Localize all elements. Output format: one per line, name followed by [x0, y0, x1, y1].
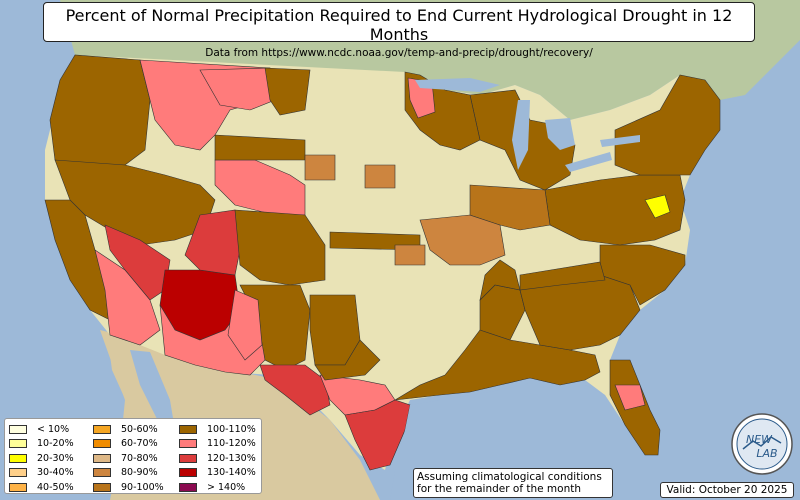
region-appalachia-100-110 [544, 174, 686, 246]
legend-swatch [9, 424, 27, 434]
legend-item: 30-40% [9, 466, 74, 481]
legend-column-2: 50-60% 60-70% 70-80% 80-90% 90-100% [93, 422, 164, 495]
legend-swatch [93, 468, 111, 478]
assumption-note: Assuming climatological conditions for t… [413, 468, 613, 498]
legend-item: 90-100% [93, 480, 164, 495]
lake-huron [545, 118, 575, 150]
legend-column-1: < 10% 10-20% 20-30% 30-40% 40-50% [9, 422, 74, 495]
legend-item: 70-80% [93, 451, 164, 466]
legend-item: 50-60% [93, 422, 164, 437]
legend-label: 10-20% [37, 438, 74, 450]
region-carolinas-100-110 [599, 244, 686, 306]
legend-column-3: 100-110% 110-120% 120-130% 130-140% > 14… [179, 422, 256, 495]
map-title: Percent of Normal Precipitation Required… [65, 6, 733, 44]
lake-ontario [600, 135, 640, 147]
legend-swatch [9, 453, 27, 463]
region-colorado-100-110 [234, 209, 326, 286]
valid-date: Valid: October 20 2025 [660, 482, 794, 498]
logo-text-top: NEW [746, 433, 773, 446]
region-texas-central-100-110 [314, 339, 381, 381]
lake-erie [565, 152, 612, 172]
legend-swatch [179, 453, 197, 463]
lake-michigan [512, 100, 530, 170]
region-maryland-20-30 [644, 194, 671, 219]
legend-swatch [179, 424, 197, 434]
logo-line-icon [742, 436, 782, 450]
legend-item: > 140% [179, 480, 256, 495]
region-nebraska-80-90 [364, 164, 396, 189]
region-gulfcoast-100-110 [394, 329, 601, 401]
legend-label: 20-30% [37, 452, 74, 464]
logo-text-bottom: LAB [756, 447, 777, 460]
lake-superior [415, 78, 500, 92]
legend-swatch [9, 482, 27, 492]
region-montana-110-120 [199, 67, 276, 111]
legend-swatch [179, 468, 197, 478]
map-subtitle: Data from https://www.ncdc.noaa.gov/temp… [205, 47, 593, 59]
region-northeast-100-110 [614, 74, 721, 176]
legend-item: 120-130% [179, 451, 256, 466]
legend-item: 10-20% [9, 437, 74, 452]
legend-label: < 10% [37, 423, 70, 435]
baja-land [108, 340, 160, 440]
legend-item: 130-140% [179, 466, 256, 481]
legend-label: 130-140% [207, 467, 256, 479]
logo-inner-disc [736, 418, 788, 470]
legend-swatch [93, 453, 111, 463]
legend-label: 110-120% [207, 438, 256, 450]
gulf-of-california [130, 350, 175, 430]
legend-swatch [9, 439, 27, 449]
newlab-logo: NEW LAB [731, 413, 793, 475]
legend-swatch [179, 482, 197, 492]
legend-item: 80-90% [93, 466, 164, 481]
legend-swatch [179, 439, 197, 449]
legend-item: 110-120% [179, 437, 256, 452]
legend-swatch [93, 424, 111, 434]
note-line-1: Assuming climatological conditions [417, 471, 602, 483]
region-dakota-80-90 [304, 154, 336, 181]
legend-item: 100-110% [179, 422, 256, 437]
legend: < 10% 10-20% 20-30% 30-40% 40-50% 50-60%… [4, 418, 262, 494]
region-nefl-110-120 [614, 384, 646, 411]
region-kansas-80-90 [394, 244, 426, 266]
legend-item: 60-70% [93, 437, 164, 452]
region-wyoming-north-100-110 [214, 134, 306, 161]
region-ohiovalley-90-100 [469, 184, 551, 231]
region-arkansas-100-110 [479, 259, 521, 301]
region-montana-east-100-110 [264, 67, 311, 116]
legend-label: > 140% [207, 481, 246, 493]
region-tennessee-100-110 [519, 261, 606, 291]
region-pnw-100-110 [49, 54, 151, 171]
legend-label: 100-110% [207, 423, 256, 435]
region-nevada-120-130 [104, 224, 171, 301]
region-nm-strip-110-120 [227, 289, 263, 361]
legend-item: 40-50% [9, 480, 74, 495]
legend-item: < 10% [9, 422, 74, 437]
legend-label: 120-130% [207, 452, 256, 464]
legend-label: 60-70% [121, 438, 158, 450]
legend-label: 90-100% [121, 481, 164, 493]
legend-swatch [93, 482, 111, 492]
legend-swatch [93, 439, 111, 449]
legend-label: 40-50% [37, 481, 74, 493]
legend-label: 70-80% [121, 452, 158, 464]
legend-item: 20-30% [9, 451, 74, 466]
legend-label: 50-60% [121, 423, 158, 435]
region-bigbend-120-130 [259, 364, 331, 416]
title-box: Percent of Normal Precipitation Required… [43, 2, 755, 59]
legend-label: 80-90% [121, 467, 158, 479]
region-socal-110-120 [94, 249, 161, 346]
legend-label: 30-40% [37, 467, 74, 479]
note-line-2: for the remainder of the month [417, 483, 582, 495]
legend-swatch [9, 468, 27, 478]
